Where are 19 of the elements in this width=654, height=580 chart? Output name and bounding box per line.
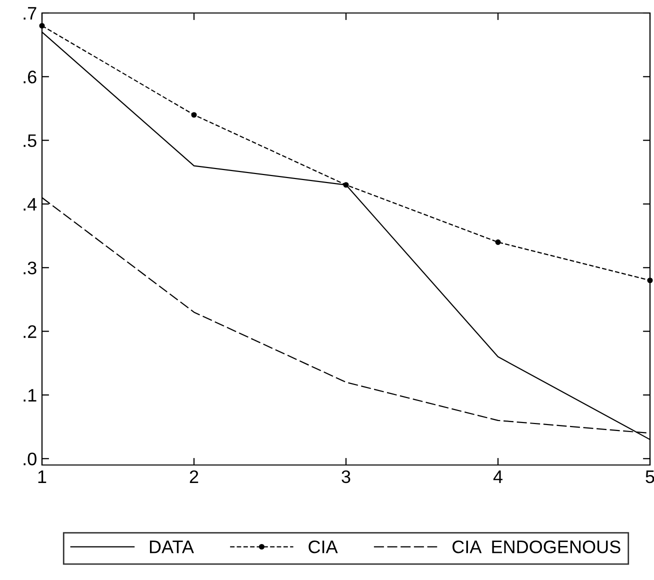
x-tick-label: 4 <box>493 470 502 483</box>
point <box>495 239 501 245</box>
point <box>191 112 197 118</box>
legend-label: CIA <box>308 540 338 554</box>
x-tick-label: 3 <box>342 470 350 484</box>
y-tick-label: .2 <box>24 325 36 338</box>
legend-label: DATA <box>150 540 194 554</box>
y-tick-label: .5 <box>24 134 36 148</box>
point <box>343 182 349 188</box>
x-tick-label: 1 <box>38 470 46 483</box>
legend-label: CIA ENDOGENOUS <box>452 540 620 554</box>
y-tick-label: .0 <box>24 452 36 466</box>
y-tick-label: .7 <box>24 7 36 20</box>
x-tick-label: 2 <box>190 470 198 483</box>
y-tick-label: .3 <box>24 262 36 274</box>
y-tick-label: .4 <box>24 198 37 211</box>
y-tick-label: .1 <box>24 389 36 402</box>
y-tick-label: .6 <box>24 70 36 84</box>
x-tick-label: 5 <box>646 470 654 484</box>
